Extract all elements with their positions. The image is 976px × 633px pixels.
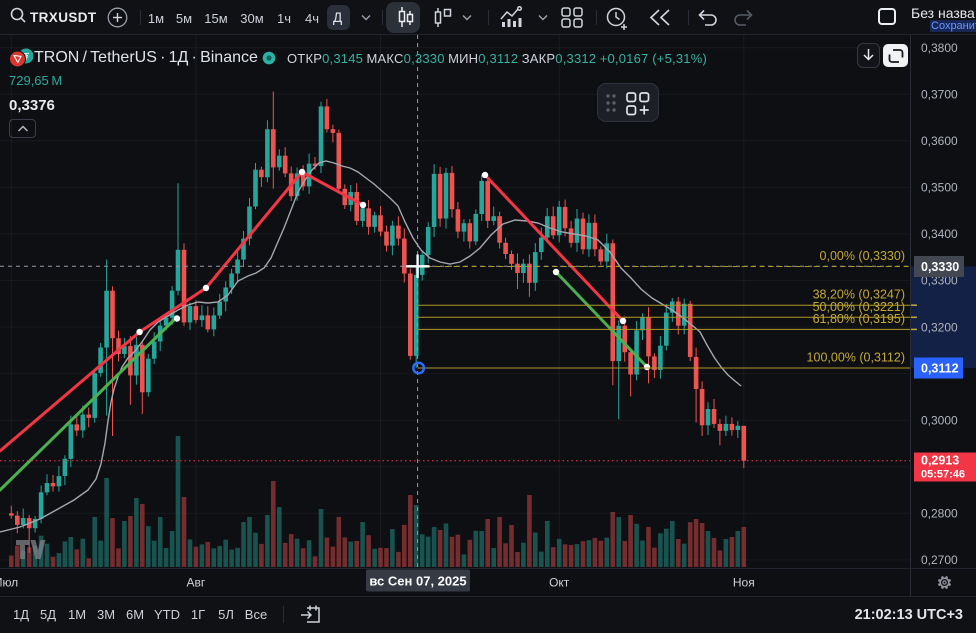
svg-text:0,3112: 0,3112 — [921, 362, 959, 376]
svg-text:0,3700: 0,3700 — [921, 88, 958, 102]
svg-text:0,2700: 0,2700 — [921, 553, 958, 567]
svg-text:Июл: Июл — [0, 576, 18, 590]
svg-text:Окт: Окт — [549, 576, 570, 590]
svg-text:0,3800: 0,3800 — [921, 41, 958, 55]
svg-text:0,3300: 0,3300 — [921, 274, 958, 288]
svg-text:38,20% (0,3247): 38,20% (0,3247) — [813, 288, 905, 302]
svg-text:0,3500: 0,3500 — [921, 181, 958, 195]
svg-text:Ноя: Ноя — [733, 576, 755, 590]
svg-text:0,3330: 0,3330 — [921, 260, 959, 274]
svg-text:0,3200: 0,3200 — [921, 320, 958, 334]
svg-text:0,2913: 0,2913 — [921, 454, 959, 468]
svg-text:Авг: Авг — [187, 576, 206, 590]
svg-text:0,3400: 0,3400 — [921, 227, 958, 241]
svg-text:05:57:46: 05:57:46 — [921, 469, 965, 481]
svg-text:100,00% (0,3112): 100,00% (0,3112) — [807, 351, 905, 365]
svg-text:0,00% (0,3330): 0,00% (0,3330) — [820, 249, 905, 263]
svg-text:0,3600: 0,3600 — [921, 134, 958, 148]
svg-text:вс Сен 07, 2025: вс Сен 07, 2025 — [369, 574, 466, 589]
svg-text:50,00% (0,3221): 50,00% (0,3221) — [813, 300, 905, 314]
svg-text:61,80% (0,3195): 61,80% (0,3195) — [813, 312, 905, 326]
svg-text:₮: ₮ — [23, 52, 29, 63]
svg-text:0,3000: 0,3000 — [921, 413, 958, 427]
svg-text:0,2800: 0,2800 — [921, 507, 958, 521]
